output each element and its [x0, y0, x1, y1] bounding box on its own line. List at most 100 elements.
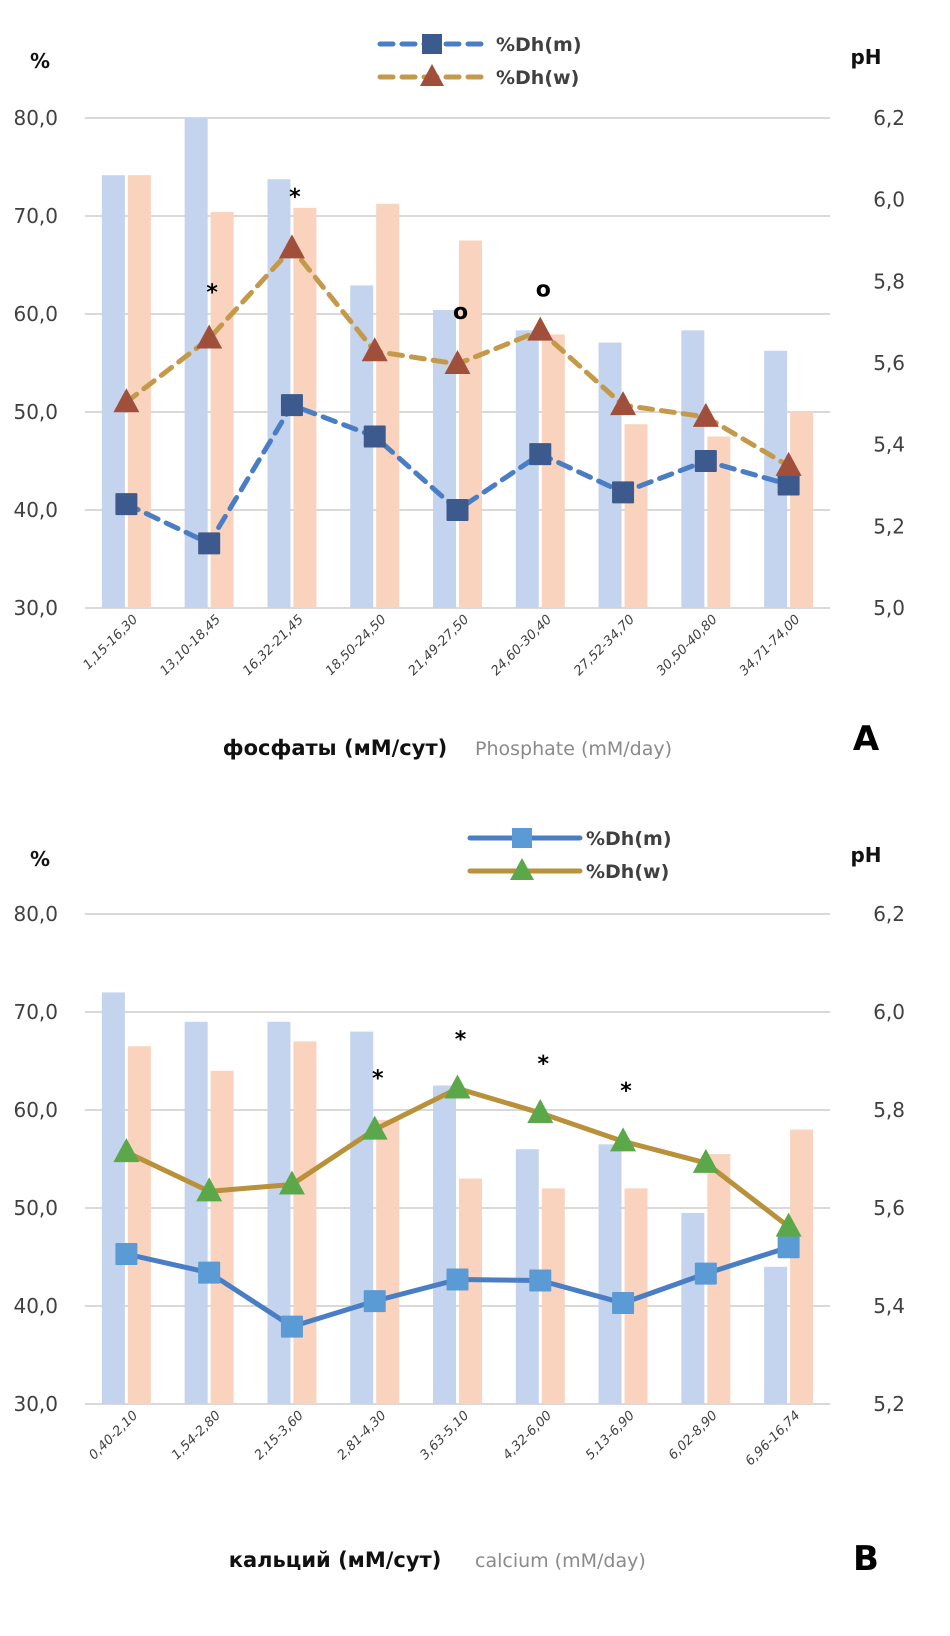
- y2-tick-label: 6,2: [873, 106, 905, 130]
- y-tick-label: 50,0: [13, 1196, 58, 1220]
- y-axis-unit: %: [30, 847, 50, 871]
- bar-w: [127, 1046, 151, 1404]
- x-tick-label: 30,50-40,80: [654, 612, 721, 679]
- bar-m: [267, 1021, 291, 1404]
- x-tick-label: 0,40-2,10: [86, 1408, 141, 1463]
- data-point-square: [115, 493, 138, 516]
- y-tick-label: 40,0: [13, 1294, 58, 1318]
- chart-panel-a: 30,0 40,0 50,0 60,0 70,0 80,0 5,0 5,2 5,4 5,6 5,8 6…: [13, 34, 905, 760]
- data-point-triangle: [196, 1177, 223, 1202]
- bar-m: [267, 179, 291, 608]
- legend-square-icon: [422, 34, 442, 54]
- bar-w: [541, 1188, 565, 1404]
- y-tick-label: 60,0: [13, 1098, 58, 1122]
- bar-w: [707, 436, 731, 608]
- y2-tick-label: 5,0: [873, 596, 905, 620]
- y2-tick-label: 5,2: [873, 514, 905, 538]
- legend-label: %Dh(m): [586, 828, 672, 850]
- x-tick-label: 16,32-21,45: [240, 612, 307, 679]
- y2-tick-label: 5,6: [873, 351, 905, 375]
- bar-w: [293, 1041, 317, 1404]
- significance-mark: *: [538, 1052, 550, 1077]
- data-point-triangle: [444, 349, 471, 374]
- legend-triangle-icon: [420, 64, 444, 86]
- x-tick-label: 3,63-5,10: [417, 1408, 472, 1463]
- bar-w: [459, 240, 482, 608]
- data-point-square: [280, 394, 303, 417]
- y2-tick-label: 5,2: [873, 1392, 905, 1416]
- x-tick-label: 2,81-4,30: [335, 1408, 390, 1463]
- bar-w: [790, 1129, 814, 1404]
- y-tick-label: 80,0: [13, 902, 58, 926]
- y-tick-label: 50,0: [13, 400, 58, 424]
- data-point-triangle: [278, 234, 305, 259]
- legend-label: %Dh(m): [496, 34, 582, 56]
- data-point-triangle: [278, 1170, 305, 1195]
- significance-mark: *: [289, 185, 301, 210]
- y2-tick-label: 6,0: [873, 1000, 905, 1024]
- bar-m: [433, 309, 456, 608]
- x-tick-label: 2,15-3,60: [252, 1408, 307, 1463]
- data-point-square: [446, 1268, 469, 1291]
- x-tick-label: 1,54-2,80: [169, 1408, 224, 1463]
- x-tick-label: 21,49-27,50: [406, 612, 473, 679]
- bar-w: [376, 203, 400, 608]
- y-axis-unit: %: [30, 49, 50, 73]
- bar-m: [681, 330, 705, 608]
- panel-label: B: [853, 1539, 879, 1579]
- y-tick-label: 60,0: [13, 302, 58, 326]
- data-point-triangle: [610, 391, 637, 416]
- data-point-square: [198, 1261, 221, 1284]
- y2-tick-label: 6,0: [873, 188, 905, 212]
- data-point-triangle: [775, 1212, 802, 1237]
- data-point-triangle: [610, 1127, 637, 1152]
- bar-w: [541, 334, 565, 608]
- legend-label: %Dh(w): [496, 67, 579, 89]
- data-point-triangle: [527, 1098, 554, 1123]
- significance-mark: *: [455, 1027, 467, 1052]
- data-point-square: [446, 499, 469, 521]
- data-point-square: [280, 1315, 303, 1338]
- x-tick-label: 13,10-18,45: [157, 612, 224, 679]
- bar-m: [764, 1266, 788, 1404]
- legend-triangle-icon: [510, 858, 534, 880]
- data-point-square: [529, 1269, 552, 1292]
- data-point-triangle: [527, 316, 554, 341]
- x-tick-label: 4,32-6,00: [500, 1408, 555, 1463]
- bar-w: [376, 1119, 400, 1404]
- x-axis-title-en: Phosphate (mM/day): [475, 738, 672, 760]
- x-tick-label: 34,71-74,00: [737, 612, 804, 679]
- data-point-square: [694, 1262, 717, 1285]
- bar-m: [598, 342, 622, 608]
- significance-mark: *: [620, 1079, 632, 1104]
- data-point-square: [529, 443, 552, 466]
- significance-mark: *: [206, 280, 218, 305]
- data-point-triangle: [361, 1115, 388, 1140]
- data-point-square: [363, 425, 386, 448]
- data-point-square: [198, 532, 221, 555]
- bar-w: [210, 1070, 234, 1404]
- data-point-triangle: [775, 451, 802, 476]
- legend-square-icon: [512, 828, 532, 848]
- bar-m: [184, 118, 208, 608]
- legend-label: %Dh(w): [586, 861, 669, 883]
- data-point-triangle: [692, 1148, 719, 1173]
- data-point-square: [612, 481, 635, 504]
- significance-mark: *: [372, 1067, 384, 1092]
- data-point-triangle: [113, 388, 140, 413]
- bar-m: [184, 1021, 208, 1404]
- y-tick-label: 40,0: [13, 498, 58, 522]
- x-tick-label: 18,50-24,50: [323, 612, 390, 679]
- bar-m: [101, 992, 125, 1404]
- y2-tick-label: 6,2: [873, 902, 905, 926]
- data-point-triangle: [113, 1138, 140, 1163]
- bar-m: [515, 1149, 539, 1404]
- data-point-square: [363, 1290, 386, 1313]
- data-point-square: [777, 1236, 800, 1259]
- data-point-triangle: [692, 402, 719, 427]
- x-tick-label: 27,52-34,70: [571, 612, 638, 679]
- x-axis-title: фосфаты (мМ/сут): [223, 736, 447, 760]
- y2-axis-unit: pH: [850, 843, 881, 867]
- data-point-square: [612, 1292, 635, 1315]
